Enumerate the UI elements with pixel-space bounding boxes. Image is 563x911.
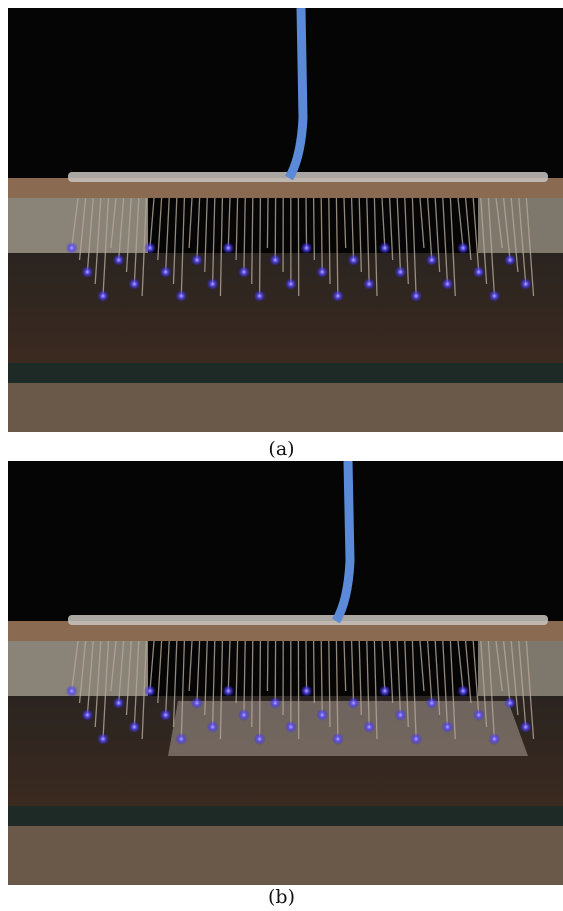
pin <box>314 198 315 260</box>
discharge-glow <box>363 278 375 290</box>
photo-b <box>8 461 563 885</box>
pin <box>267 641 268 691</box>
discharge-glow <box>473 266 485 278</box>
pin <box>260 198 261 296</box>
discharge-glow <box>97 290 109 302</box>
discharge-glow <box>254 290 266 302</box>
discharge-glow <box>301 242 313 254</box>
sheet <box>168 701 528 756</box>
discharge-glow <box>144 242 156 254</box>
discharge-glow <box>285 721 297 733</box>
discharge-glow <box>457 685 469 697</box>
discharge-glow <box>175 290 187 302</box>
plate-edge <box>8 806 563 826</box>
discharge-glow <box>97 733 109 745</box>
base <box>8 826 563 885</box>
discharge-glow <box>160 266 172 278</box>
discharge-glow <box>520 721 532 733</box>
discharge-glow <box>128 278 140 290</box>
plate-edge <box>8 363 563 383</box>
discharge-glow <box>222 685 234 697</box>
discharge-glow <box>301 685 313 697</box>
discharge-glow <box>379 242 391 254</box>
discharge-glow <box>175 733 187 745</box>
discharge-glow <box>488 290 500 302</box>
discharge-glow <box>144 685 156 697</box>
pin <box>314 641 315 703</box>
caption-b: (b) <box>0 886 563 908</box>
discharge-glow <box>394 266 406 278</box>
discharge-glow <box>285 278 297 290</box>
discharge-glow <box>113 697 125 709</box>
discharge-glow <box>348 254 360 266</box>
discharge-glow <box>316 709 328 721</box>
discharge-glow <box>207 721 219 733</box>
discharge-glow <box>238 709 250 721</box>
discharge-glow <box>410 290 422 302</box>
discharge-glow <box>81 266 93 278</box>
discharge-glow <box>222 242 234 254</box>
discharge-glow <box>269 254 281 266</box>
discharge-glow <box>160 709 172 721</box>
discharge-glow <box>410 733 422 745</box>
discharge-glow <box>473 709 485 721</box>
discharge-glow <box>332 290 344 302</box>
discharge-glow <box>238 266 250 278</box>
discharge-glow <box>113 254 125 266</box>
discharge-glow <box>128 721 140 733</box>
discharge-glow <box>394 709 406 721</box>
pin <box>260 641 261 739</box>
discharge-glow <box>66 242 78 254</box>
pin <box>267 198 268 248</box>
discharge-glow <box>488 733 500 745</box>
discharge-glow <box>457 242 469 254</box>
discharge-glow <box>316 266 328 278</box>
discharge-glow <box>426 697 438 709</box>
discharge-glow <box>441 278 453 290</box>
photo-a <box>8 8 563 432</box>
discharge-glow <box>254 733 266 745</box>
discharge-glow <box>191 254 203 266</box>
discharge-glow <box>332 733 344 745</box>
discharge-glow <box>379 685 391 697</box>
figure: (a) (b) (() => { const data = JSON.parse… <box>0 0 563 911</box>
discharge-glow <box>348 697 360 709</box>
discharge-glow <box>363 721 375 733</box>
solder <box>68 615 548 625</box>
discharge-glow <box>520 278 532 290</box>
discharge-glow <box>504 697 516 709</box>
discharge-glow <box>207 278 219 290</box>
pin <box>306 198 307 248</box>
discharge-glow <box>191 697 203 709</box>
discharge-glow <box>81 709 93 721</box>
discharge-glow <box>504 254 516 266</box>
discharge-glow <box>426 254 438 266</box>
base <box>8 383 563 432</box>
pin <box>306 641 307 691</box>
discharge-glow <box>441 721 453 733</box>
discharge-glow <box>269 697 281 709</box>
solder <box>68 172 548 182</box>
discharge-glow <box>66 685 78 697</box>
caption-a: (a) <box>0 438 563 460</box>
